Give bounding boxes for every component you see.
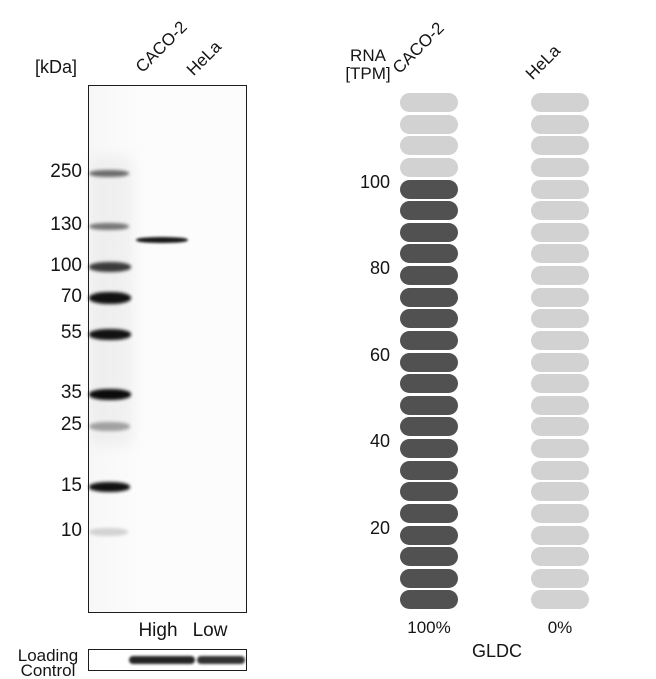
rna-segment-hela-empty xyxy=(531,266,589,286)
rna-segment-caco-2-filled xyxy=(400,179,458,199)
rna-axis-title-line2: [TPM] xyxy=(345,64,391,83)
ladder-marker-labels: 250 130 100 70 55 35 25 15 10 xyxy=(22,0,82,679)
ladder-band-35kda xyxy=(89,388,131,400)
y-axis-tick-labels: 100 80 60 40 20 xyxy=(330,0,390,679)
rna-segment-caco-2-filled xyxy=(400,417,458,437)
loading-control-label: Loading Control xyxy=(8,646,88,679)
rna-segment-hela-empty xyxy=(531,179,589,199)
rna-segment-caco-2-empty xyxy=(400,114,458,134)
ladder-marker-label-15: 15 xyxy=(60,475,82,496)
rna-axis-title-line1: RNA xyxy=(350,46,386,65)
rna-segment-caco-2-filled xyxy=(400,568,458,588)
ladder-marker-label-35: 35 xyxy=(60,382,82,403)
rna-segment-hela-empty xyxy=(531,222,589,242)
rna-segment-caco-2-filled xyxy=(400,525,458,545)
rna-segment-hela-empty xyxy=(531,503,589,523)
rna-segment-hela-empty xyxy=(531,330,589,350)
y-axis-tick-40: 40 xyxy=(369,431,390,452)
ladder-marker-label-10: 10 xyxy=(60,520,82,541)
western-blot-membrane xyxy=(88,85,247,613)
ladder-marker-label-70: 70 xyxy=(60,286,82,307)
y-axis-tick-80: 80 xyxy=(369,258,390,279)
ladder-band-15kda xyxy=(89,482,130,492)
rna-segment-caco-2-filled xyxy=(400,547,458,567)
rna-segment-caco-2-filled xyxy=(400,374,458,394)
rna-segment-caco-2-empty xyxy=(400,157,458,177)
rna-column-hela xyxy=(531,93,589,613)
rna-segment-caco-2-filled xyxy=(400,287,458,307)
rna-column-caco2 xyxy=(400,93,458,613)
loading-control-band-1 xyxy=(129,656,195,664)
ladder-band-250kda xyxy=(89,169,129,177)
chart-column-label-hela: HeLa xyxy=(521,41,565,84)
rna-segment-hela-empty xyxy=(531,525,589,545)
ladder-band-100kda xyxy=(89,262,131,272)
rna-segment-caco-2-filled xyxy=(400,222,458,242)
kda-axis-label: [kDa] xyxy=(35,57,78,77)
rna-tpm-axis-title: RNA [TPM] xyxy=(338,47,398,83)
ladder-marker-label-25: 25 xyxy=(60,414,82,435)
loading-control-band-2 xyxy=(197,656,245,664)
gene-name-label: GLDC xyxy=(471,641,522,661)
percent-label-caco2: 100% xyxy=(407,618,451,637)
rna-segment-caco-2-filled xyxy=(400,244,458,264)
blot-lane-label-caco2: CACO-2 xyxy=(131,17,191,77)
rna-segment-caco-2-empty xyxy=(400,93,458,112)
rna-segment-caco-2-filled xyxy=(400,201,458,221)
y-axis-tick-20: 20 xyxy=(369,517,390,538)
rna-segment-caco-2-filled xyxy=(400,352,458,372)
rna-segment-caco-2-filled xyxy=(400,266,458,286)
rna-segment-caco-2-filled xyxy=(400,590,458,610)
percent-label-hela: 0% xyxy=(547,618,573,637)
rna-segment-hela-empty xyxy=(531,114,589,134)
ladder-band-10kda xyxy=(89,528,128,536)
rna-segment-caco-2-filled xyxy=(400,395,458,415)
rna-segment-caco-2-empty xyxy=(400,136,458,156)
ladder-band-130kda xyxy=(89,222,129,230)
rna-segment-hela-empty xyxy=(531,395,589,415)
y-axis-tick-60: 60 xyxy=(369,344,390,365)
rna-segment-hela-empty xyxy=(531,568,589,588)
rna-segment-caco-2-filled xyxy=(400,330,458,350)
rna-segment-hela-empty xyxy=(531,374,589,394)
rna-segment-hela-empty xyxy=(531,417,589,437)
rna-segment-caco-2-filled xyxy=(400,309,458,329)
rna-segment-hela-empty xyxy=(531,352,589,372)
rna-segment-hela-empty xyxy=(531,547,589,567)
ladder-marker-label-130: 130 xyxy=(50,214,82,235)
rna-segment-caco-2-filled xyxy=(400,482,458,502)
rna-segment-hela-empty xyxy=(531,590,589,610)
expression-level-low: Low xyxy=(192,620,228,641)
loading-control-label-line1: Loading xyxy=(17,646,79,665)
rna-segment-hela-empty xyxy=(531,460,589,480)
ladder-band-55kda xyxy=(89,328,131,340)
y-axis-tick-100: 100 xyxy=(359,171,390,192)
ladder-band-70kda xyxy=(89,292,131,304)
rna-segment-caco-2-filled xyxy=(400,503,458,523)
rna-segment-hela-empty xyxy=(531,157,589,177)
ladder-marker-label-55: 55 xyxy=(60,322,82,343)
ladder-band-25kda xyxy=(89,421,130,431)
rna-segment-hela-empty xyxy=(531,309,589,329)
rna-segment-hela-empty xyxy=(531,136,589,156)
rna-segment-hela-empty xyxy=(531,482,589,502)
blot-lane-label-hela: HeLa xyxy=(182,37,226,80)
loading-control-strip xyxy=(88,649,247,671)
rna-segment-hela-empty xyxy=(531,93,589,112)
expression-level-high: High xyxy=(138,620,178,641)
rna-segment-caco-2-filled xyxy=(400,439,458,459)
loading-control-label-line2: Control xyxy=(20,661,76,679)
rna-segment-caco-2-filled xyxy=(400,460,458,480)
ladder-marker-label-250: 250 xyxy=(50,161,82,182)
rna-segment-hela-empty xyxy=(531,201,589,221)
rna-segment-hela-empty xyxy=(531,287,589,307)
target-protein-band xyxy=(136,237,188,243)
ladder-marker-label-100: 100 xyxy=(50,255,82,276)
rna-segment-hela-empty xyxy=(531,439,589,459)
rna-segment-hela-empty xyxy=(531,244,589,264)
